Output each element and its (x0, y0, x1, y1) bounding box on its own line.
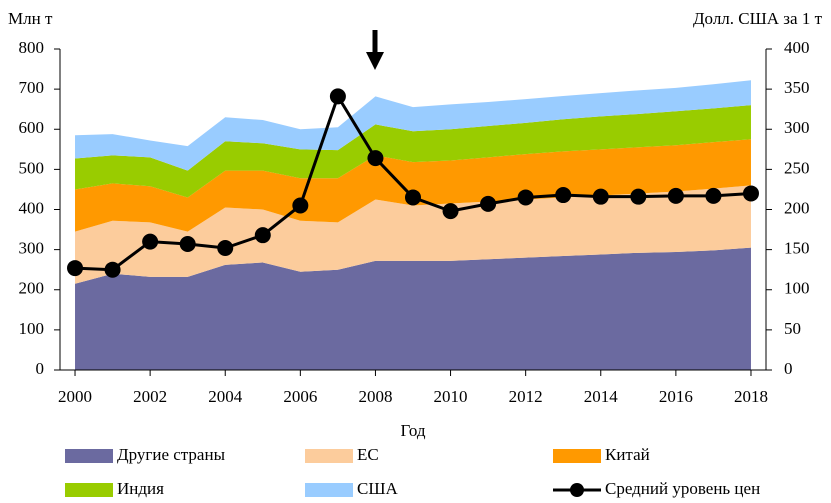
marker (179, 236, 196, 253)
marker (742, 185, 759, 202)
area (75, 80, 751, 171)
x-tick-label: 2006 (283, 387, 317, 406)
marker (705, 187, 722, 204)
y2-tick-label: 350 (784, 78, 810, 97)
marker (592, 188, 609, 205)
y-tick-label: 300 (19, 239, 45, 258)
area (75, 185, 751, 284)
x-tick-label: 2018 (734, 387, 768, 406)
legend-swatch (305, 483, 353, 497)
x-tick-label: 2012 (509, 387, 543, 406)
marker (517, 189, 534, 206)
marker (142, 233, 159, 250)
legend-swatch (65, 483, 113, 497)
x-tick-label: 2002 (133, 387, 167, 406)
y2-tick-label: 150 (784, 239, 810, 258)
marker (442, 203, 459, 220)
y2-tick-label: 250 (784, 158, 810, 177)
x-tick-label: 2010 (434, 387, 468, 406)
legend-swatch (65, 449, 113, 463)
x-tick-label: 2016 (659, 387, 693, 406)
x-tick-label: 2008 (358, 387, 392, 406)
legend-label: США (357, 479, 398, 498)
legend-swatch (553, 449, 601, 463)
y2-tick-label: 50 (784, 319, 801, 338)
x-tick-label: 2004 (208, 387, 243, 406)
y-tick-label: 400 (19, 198, 45, 217)
y-tick-label: 0 (36, 359, 45, 378)
marker (405, 189, 421, 206)
y2-tick-label: 400 (784, 38, 810, 57)
x-axis-label: Год (401, 421, 426, 440)
marker (104, 261, 121, 278)
y-tick-label: 200 (19, 279, 45, 298)
area (75, 247, 751, 370)
legend-label: Другие страны (117, 445, 226, 464)
arrow (366, 30, 384, 70)
y2-tick-label: 0 (784, 359, 793, 378)
legend-label: ЕС (357, 445, 379, 464)
y-tick-label: 100 (19, 319, 45, 338)
marker (480, 195, 497, 212)
y2-tick-label: 300 (784, 118, 810, 137)
legend-label: Китай (605, 445, 650, 464)
y2-tick-label: 200 (784, 198, 810, 217)
marker (367, 150, 384, 167)
area (75, 139, 751, 232)
y-tick-label: 800 (19, 38, 45, 57)
marker (555, 187, 572, 204)
legend-label: Средний уровень цен (605, 479, 760, 498)
marker (217, 240, 234, 257)
marker (254, 227, 271, 244)
y-tick-label: 700 (19, 78, 45, 97)
marker (667, 187, 684, 204)
legend-label: Индия (117, 479, 164, 498)
legend-swatch (305, 449, 353, 463)
y-tick-label: 600 (19, 118, 45, 137)
x-tick-label: 2000 (58, 387, 92, 406)
marker (67, 260, 84, 277)
area (75, 105, 751, 198)
marker (292, 197, 309, 214)
marker (329, 88, 346, 105)
y-axis-label: Млн т (8, 9, 53, 28)
y2-tick-label: 100 (784, 279, 810, 298)
y-tick-label: 500 (19, 158, 45, 177)
legend-swatch (570, 483, 584, 497)
marker (630, 188, 647, 205)
y2-axis-label: Долл. США за 1 т (693, 9, 823, 28)
x-tick-label: 2014 (584, 387, 619, 406)
